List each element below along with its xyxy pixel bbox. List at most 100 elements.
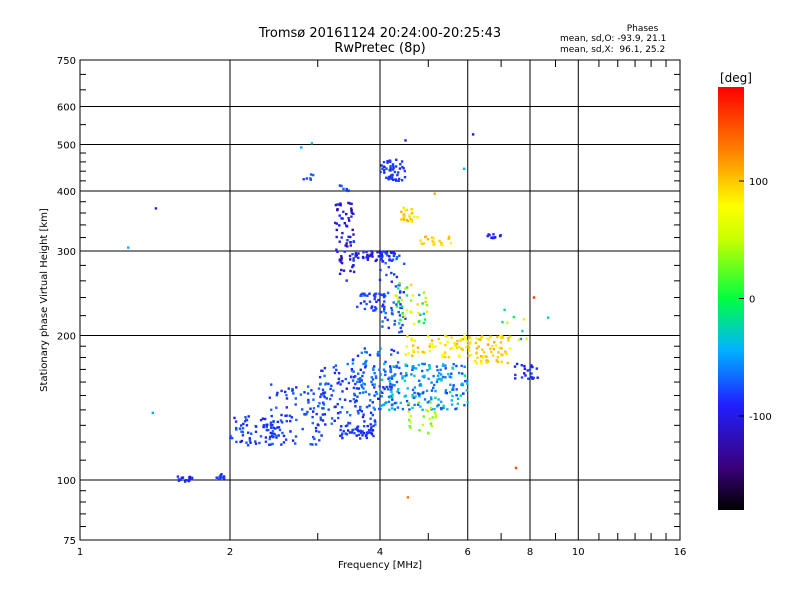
data-point bbox=[401, 407, 405, 411]
data-point bbox=[430, 424, 434, 428]
x-tick-label: 16 bbox=[674, 547, 687, 558]
data-point bbox=[386, 254, 389, 257]
data-point bbox=[397, 287, 400, 290]
data-point bbox=[220, 473, 223, 476]
data-point bbox=[423, 351, 426, 355]
data-point bbox=[366, 424, 369, 428]
data-point bbox=[487, 338, 491, 341]
data-point bbox=[347, 381, 351, 385]
data-point bbox=[344, 424, 348, 428]
data-point bbox=[372, 309, 375, 312]
data-point bbox=[301, 408, 304, 411]
data-point bbox=[241, 427, 245, 430]
data-point bbox=[390, 271, 393, 275]
data-point bbox=[450, 403, 454, 406]
data-point bbox=[389, 167, 392, 170]
data-point bbox=[433, 243, 436, 246]
data-point bbox=[410, 339, 414, 342]
data-point bbox=[446, 340, 449, 344]
data-point bbox=[255, 425, 258, 428]
x-axis-label: Frequency [MHz] bbox=[338, 560, 422, 571]
data-point bbox=[393, 319, 397, 323]
data-point bbox=[444, 344, 447, 347]
data-point bbox=[380, 258, 383, 261]
data-point bbox=[356, 380, 359, 384]
data-point bbox=[390, 309, 394, 312]
data-point bbox=[344, 377, 347, 381]
data-point bbox=[352, 358, 355, 361]
data-point bbox=[395, 364, 398, 368]
data-point bbox=[240, 424, 243, 427]
data-point bbox=[390, 353, 393, 356]
data-point bbox=[295, 386, 298, 389]
data-point bbox=[353, 432, 356, 435]
data-point bbox=[265, 425, 268, 429]
data-point bbox=[310, 389, 313, 392]
data-point bbox=[307, 398, 310, 402]
data-point bbox=[365, 351, 368, 354]
data-point bbox=[377, 255, 380, 258]
data-point bbox=[356, 428, 359, 431]
data-point bbox=[307, 401, 310, 404]
data-point bbox=[241, 434, 245, 437]
data-point bbox=[273, 432, 276, 436]
data-point bbox=[239, 440, 242, 444]
data-point bbox=[357, 412, 360, 415]
data-point bbox=[400, 160, 404, 163]
data-point bbox=[383, 387, 386, 391]
data-point bbox=[371, 401, 374, 404]
data-point bbox=[434, 396, 437, 399]
data-point bbox=[528, 368, 532, 371]
x-tick-label: 1 bbox=[77, 547, 83, 558]
data-point bbox=[272, 420, 275, 423]
data-point bbox=[358, 408, 362, 412]
data-point bbox=[352, 386, 356, 390]
data-point bbox=[398, 291, 402, 294]
data-point bbox=[416, 392, 420, 395]
data-point bbox=[341, 432, 344, 435]
data-point bbox=[412, 322, 416, 326]
data-point bbox=[309, 173, 313, 176]
data-point bbox=[388, 408, 391, 411]
data-point bbox=[423, 374, 426, 377]
data-point bbox=[361, 255, 365, 259]
data-point bbox=[353, 401, 357, 404]
data-point bbox=[310, 142, 314, 145]
data-point bbox=[469, 341, 472, 345]
data-point bbox=[276, 426, 279, 429]
data-point bbox=[393, 323, 396, 326]
data-point bbox=[408, 213, 411, 217]
data-point bbox=[432, 386, 435, 390]
data-point bbox=[379, 347, 382, 350]
data-point bbox=[515, 362, 519, 366]
data-point bbox=[287, 387, 290, 390]
data-point bbox=[248, 439, 252, 442]
data-point bbox=[387, 395, 391, 399]
data-point bbox=[401, 312, 404, 315]
data-point bbox=[498, 234, 502, 238]
data-point bbox=[357, 372, 360, 375]
plot-frame bbox=[79, 59, 681, 541]
data-point bbox=[435, 365, 439, 368]
data-point bbox=[451, 394, 454, 398]
data-point bbox=[306, 392, 310, 395]
data-point bbox=[381, 254, 384, 258]
data-point bbox=[370, 433, 374, 436]
data-point bbox=[314, 426, 318, 430]
data-point bbox=[275, 393, 279, 397]
data-point bbox=[457, 345, 461, 349]
data-point bbox=[492, 347, 496, 351]
data-point bbox=[422, 321, 426, 325]
data-point bbox=[400, 210, 403, 213]
data-point bbox=[279, 419, 283, 422]
data-point bbox=[282, 434, 286, 438]
data-point bbox=[354, 399, 358, 402]
data-point bbox=[379, 293, 382, 296]
data-point bbox=[382, 250, 385, 253]
data-point bbox=[244, 416, 247, 419]
data-point bbox=[425, 310, 429, 313]
data-point bbox=[384, 360, 387, 364]
data-point bbox=[346, 239, 349, 242]
data-point bbox=[380, 395, 383, 398]
data-point bbox=[413, 215, 416, 218]
